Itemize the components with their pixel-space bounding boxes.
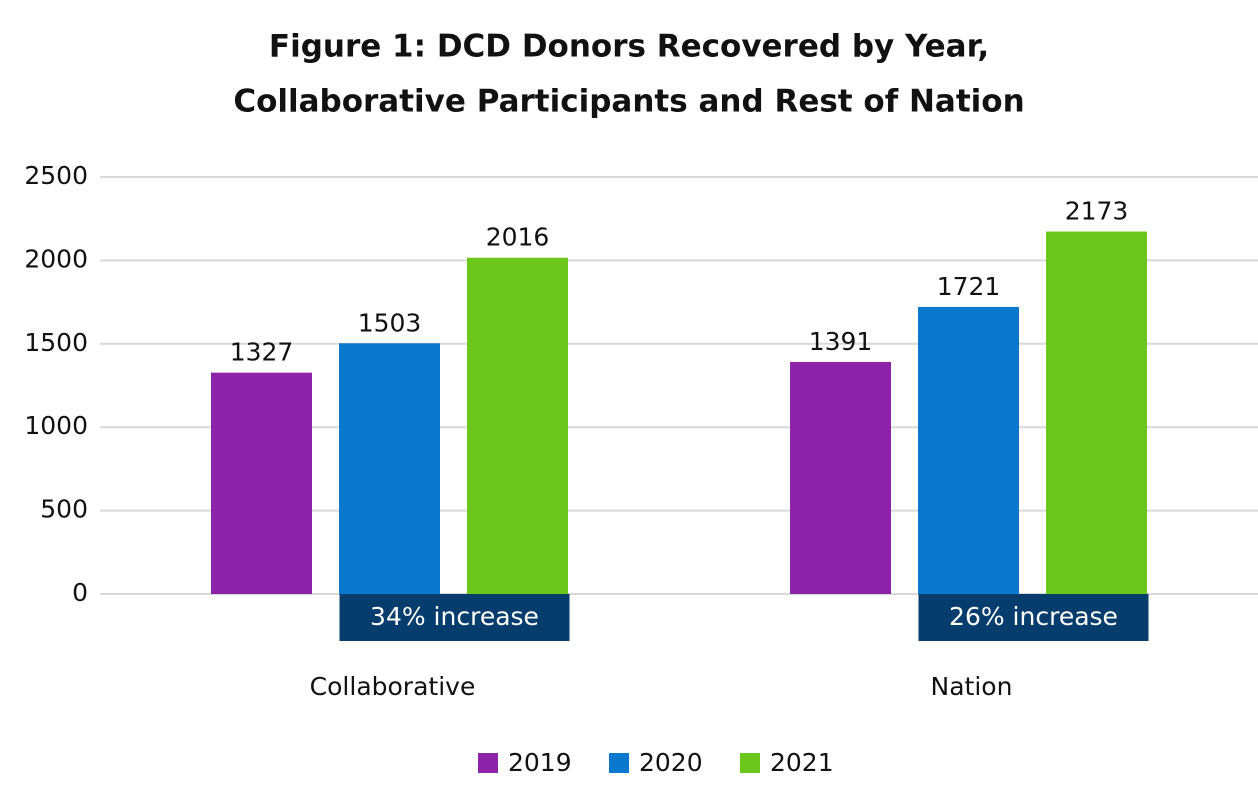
value-label: 1391 — [809, 327, 873, 356]
chart-title: Collaborative Participants and Rest of N… — [233, 84, 1024, 120]
value-label: 1503 — [358, 308, 422, 337]
x-tick-label: Collaborative — [310, 672, 476, 701]
legend-label: 2021 — [770, 748, 834, 777]
legend-label: 2020 — [639, 748, 703, 777]
value-label: 2016 — [486, 223, 550, 252]
annotation-box — [918, 594, 1149, 641]
legend-label: 2019 — [508, 748, 572, 777]
annotation: 34% increase — [370, 602, 539, 631]
y-tick-label: 0 — [72, 578, 88, 607]
value-label: 1721 — [937, 272, 1001, 301]
value-label: 2173 — [1065, 197, 1129, 226]
y-tick-label: 500 — [40, 495, 88, 524]
legend-swatch — [609, 753, 629, 773]
bar — [790, 361, 891, 594]
y-tick-label: 2500 — [24, 161, 88, 190]
bar — [467, 257, 568, 594]
bar — [918, 306, 1019, 594]
bar — [1046, 231, 1147, 595]
annotation: 26% increase — [949, 602, 1118, 631]
y-tick-label: 2000 — [24, 244, 88, 273]
chart-title: Figure 1: DCD Donors Recovered by Year, — [269, 29, 989, 65]
annotation-box — [339, 594, 570, 641]
bar — [339, 343, 440, 594]
y-tick-label: 1000 — [24, 411, 88, 440]
bar — [211, 372, 312, 594]
legend-swatch — [478, 753, 498, 773]
legend-swatch — [740, 753, 760, 773]
y-tick-label: 1500 — [24, 328, 88, 357]
value-label: 1327 — [230, 338, 294, 367]
x-tick-label: Nation — [931, 672, 1013, 701]
